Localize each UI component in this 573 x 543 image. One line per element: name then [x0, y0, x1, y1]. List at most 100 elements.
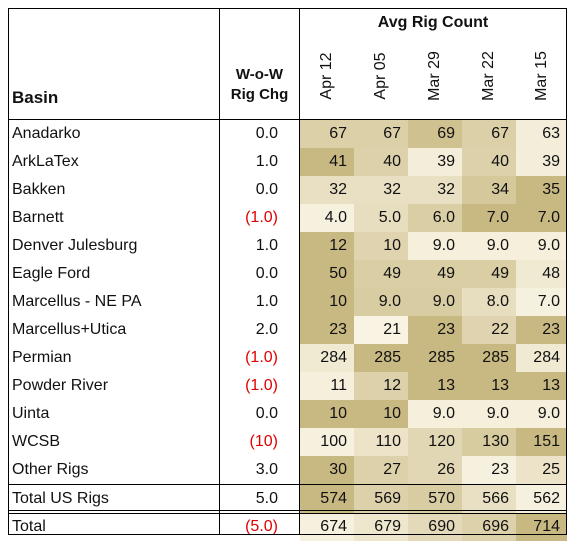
rig-count-cell: 49: [408, 260, 462, 288]
date-header: Mar 29: [408, 36, 462, 116]
header-wow: W-o-W Rig Chg: [220, 65, 299, 105]
rig-count-cell: 5.0: [354, 204, 408, 232]
rig-count-cell: 10: [354, 232, 408, 260]
rig-count-cell: 27: [354, 456, 408, 484]
date-header: Apr 12: [300, 36, 354, 116]
rig-count-cell: 10: [300, 288, 354, 316]
rig-count-cell: 35: [516, 176, 567, 204]
rig-count-table: Basin W-o-W Rig Chg Avg Rig Count Apr 12…: [8, 8, 567, 541]
basin-name: Marcellus+Utica: [12, 321, 127, 338]
rig-count-cell: 25: [516, 456, 567, 484]
rig-count-cell: 49: [462, 260, 516, 288]
basin-name: Barnett: [12, 209, 64, 226]
rig-count-cell: 39: [408, 148, 462, 176]
basin-name: Anadarko: [12, 125, 81, 142]
rig-count-cell: 562: [516, 485, 567, 513]
basin-name: Powder River: [12, 377, 109, 394]
vertical-rule: [219, 8, 220, 535]
rig-count-cell: 23: [462, 456, 516, 484]
rig-count-cell: 22: [462, 316, 516, 344]
rig-count-cell: 26: [408, 456, 462, 484]
rig-count-cell: 569: [354, 485, 408, 513]
vertical-rule: [8, 8, 9, 535]
rig-count-cell: 696: [462, 513, 516, 541]
wow-change: 5.0: [255, 490, 278, 507]
horizontal-rule: [8, 510, 567, 511]
header-avg-rig-count: Avg Rig Count: [377, 14, 489, 31]
rig-count-cell: 12: [300, 232, 354, 260]
rig-count-cell: 32: [300, 176, 354, 204]
rig-count-cell: 34: [462, 176, 516, 204]
basin-name: Bakken: [12, 181, 66, 198]
date-header-label: Apr 05: [372, 52, 389, 100]
wow-change: 0.0: [255, 265, 278, 282]
rig-count-cell: 9.0: [462, 400, 516, 428]
wow-change: 1.0: [255, 153, 278, 170]
header-wow-line1: W-o-W: [235, 66, 284, 83]
rig-count-cell: 49: [354, 260, 408, 288]
date-header: Mar 15: [516, 36, 567, 116]
rig-count-cell: 23: [408, 316, 462, 344]
rig-count-cell: 13: [462, 372, 516, 400]
rig-count-cell: 120: [408, 428, 462, 456]
rig-count-cell: 4.0: [300, 204, 354, 232]
rig-count-cell: 9.0: [516, 232, 567, 260]
vertical-rule: [566, 8, 567, 535]
wow-change: 0.0: [255, 405, 278, 422]
rig-count-cell: 9.0: [462, 232, 516, 260]
rig-count-cell: 674: [300, 513, 354, 541]
rig-count-cell: 48: [516, 260, 567, 288]
wow-change: (1.0): [245, 377, 278, 394]
basin-name: Other Rigs: [12, 461, 89, 478]
horizontal-rule: [8, 119, 567, 120]
date-header-label: Mar 29: [426, 51, 443, 101]
rig-count-cell: 40: [354, 148, 408, 176]
rig-count-cell: 32: [354, 176, 408, 204]
rig-count-cell: 12: [354, 372, 408, 400]
rig-count-cell: 39: [516, 148, 567, 176]
rig-count-cell: 285: [408, 344, 462, 372]
basin-name: Permian: [12, 349, 72, 366]
rig-count-cell: 10: [354, 400, 408, 428]
rig-count-cell: 63: [516, 120, 567, 148]
rig-count-cell: 7.0: [516, 204, 567, 232]
rig-count-cell: 8.0: [462, 288, 516, 316]
rig-count-cell: 9.0: [408, 288, 462, 316]
rig-count-cell: 285: [462, 344, 516, 372]
rig-count-cell: 714: [516, 513, 567, 541]
rig-count-cell: 570: [408, 485, 462, 513]
basin-name: Total: [12, 518, 46, 535]
rig-count-cell: 69: [408, 120, 462, 148]
horizontal-rule: [8, 534, 567, 535]
rig-count-cell: 32: [408, 176, 462, 204]
date-header: Apr 05: [354, 36, 408, 116]
rig-count-cell: 11: [300, 372, 354, 400]
horizontal-rule: [8, 513, 567, 514]
rig-count-cell: 690: [408, 513, 462, 541]
rig-count-cell: 50: [300, 260, 354, 288]
wow-change: 1.0: [255, 293, 278, 310]
rig-count-cell: 23: [300, 316, 354, 344]
basin-name: ArkLaTex: [12, 153, 79, 170]
basin-name: Denver Julesburg: [12, 237, 138, 254]
rig-count-cell: 40: [462, 148, 516, 176]
wow-change: 0.0: [255, 181, 278, 198]
rig-count-cell: 67: [462, 120, 516, 148]
basin-name: Uinta: [12, 405, 50, 422]
rig-count-cell: 284: [516, 344, 567, 372]
rig-count-cell: 130: [462, 428, 516, 456]
wow-change: 0.0: [255, 125, 278, 142]
wow-change: (5.0): [245, 518, 278, 535]
date-header-label: Mar 22: [480, 51, 497, 101]
rig-count-cell: 100: [300, 428, 354, 456]
rig-count-cell: 9.0: [408, 232, 462, 260]
rig-count-cell: 574: [300, 485, 354, 513]
wow-change: (1.0): [245, 209, 278, 226]
wow-change: (1.0): [245, 349, 278, 366]
rig-count-cell: 23: [516, 316, 567, 344]
wow-change: 1.0: [255, 237, 278, 254]
rig-count-cell: 110: [354, 428, 408, 456]
date-header-label: Mar 15: [532, 51, 550, 101]
wow-change: 3.0: [255, 461, 278, 478]
rig-count-cell: 9.0: [354, 288, 408, 316]
